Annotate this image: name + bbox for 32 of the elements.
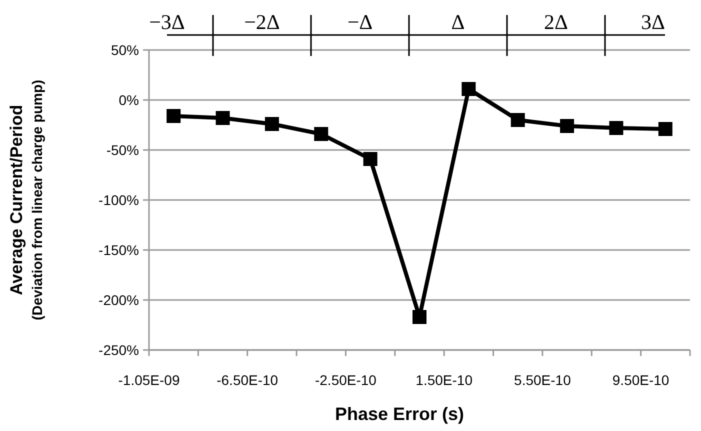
point xyxy=(510,113,525,127)
point xyxy=(412,310,426,324)
y-tick-label: -100% xyxy=(98,192,139,208)
x-axis-title: Phase Error (s) xyxy=(334,404,464,424)
point xyxy=(314,127,328,141)
y-tick-label: 50% xyxy=(110,42,139,58)
y-tick-label: 0% xyxy=(118,92,139,108)
x-tick-label: 9.50E-10 xyxy=(612,372,670,388)
text: 3Δ xyxy=(640,10,666,34)
y-tick-label: -200% xyxy=(98,292,139,308)
point xyxy=(462,82,476,96)
x-tick-label: -1.05E-09 xyxy=(118,372,180,388)
point xyxy=(363,152,378,166)
y-tick-label: -150% xyxy=(98,242,139,258)
point xyxy=(166,109,181,123)
point xyxy=(216,111,230,125)
x-tick-label: 1.50E-10 xyxy=(416,372,473,388)
text: 2Δ xyxy=(544,10,568,34)
text: −3Δ xyxy=(149,10,185,34)
text: −2Δ xyxy=(244,10,280,34)
y-axis-title: Average Current/Period (Deviation from linear charge pump) xyxy=(7,80,45,320)
y-tick-label: -50% xyxy=(106,142,139,158)
point xyxy=(609,121,624,135)
x-tick-label: 5.50E-10 xyxy=(514,372,572,388)
y-tick-label: -250% xyxy=(98,342,139,358)
x-tick-label: -6.50E-10 xyxy=(216,372,278,388)
text: −Δ xyxy=(347,10,373,34)
point xyxy=(264,117,279,131)
text: Δ xyxy=(451,10,465,34)
x-tick-label: -2.50E-10 xyxy=(314,372,377,388)
point xyxy=(560,119,574,133)
point xyxy=(658,122,672,136)
